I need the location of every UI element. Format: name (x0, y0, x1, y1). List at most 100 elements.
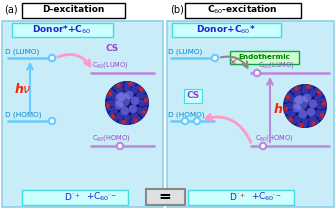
Circle shape (144, 98, 149, 103)
Circle shape (296, 122, 302, 127)
Circle shape (123, 114, 131, 122)
Circle shape (130, 82, 136, 87)
Circle shape (287, 115, 292, 120)
Circle shape (318, 92, 323, 97)
Circle shape (286, 95, 290, 99)
Circle shape (314, 110, 322, 117)
Circle shape (308, 122, 313, 127)
Circle shape (289, 117, 293, 122)
Circle shape (287, 92, 292, 97)
Circle shape (283, 84, 327, 128)
Circle shape (308, 85, 313, 90)
Circle shape (182, 118, 188, 124)
Text: $^{\cdot -}$: $^{\cdot -}$ (272, 192, 281, 202)
Circle shape (49, 118, 55, 124)
Circle shape (121, 120, 126, 124)
Circle shape (295, 96, 303, 105)
Circle shape (49, 55, 55, 61)
Text: +C$_{60}$: +C$_{60}$ (86, 191, 110, 203)
Circle shape (118, 82, 124, 87)
Circle shape (302, 84, 308, 89)
Text: C$_{60}$(LUMO): C$_{60}$(LUMO) (258, 60, 295, 70)
Circle shape (284, 107, 288, 111)
Circle shape (139, 87, 143, 92)
Circle shape (291, 88, 296, 93)
FancyBboxPatch shape (184, 2, 300, 17)
Circle shape (117, 143, 123, 149)
Circle shape (309, 99, 318, 108)
Circle shape (136, 85, 141, 90)
Text: $\times$: $\times$ (226, 57, 237, 69)
Circle shape (110, 107, 118, 114)
Text: Donor+C$_{60}$*: Donor+C$_{60}$* (196, 23, 256, 36)
FancyBboxPatch shape (187, 189, 294, 204)
Circle shape (294, 89, 301, 97)
Circle shape (309, 115, 316, 123)
Circle shape (316, 102, 324, 110)
Circle shape (294, 115, 301, 123)
Circle shape (314, 88, 319, 93)
Circle shape (288, 95, 296, 102)
Circle shape (116, 86, 123, 94)
Text: (a): (a) (4, 5, 17, 15)
Circle shape (306, 85, 310, 89)
Text: CS: CS (186, 91, 200, 101)
Circle shape (125, 91, 134, 99)
Circle shape (131, 112, 138, 120)
Circle shape (212, 55, 218, 61)
Circle shape (284, 97, 289, 103)
Text: h$\nu$: h$\nu$ (14, 82, 32, 96)
Circle shape (105, 81, 149, 125)
Circle shape (106, 103, 110, 108)
Circle shape (320, 113, 324, 117)
Circle shape (321, 109, 326, 115)
Circle shape (109, 89, 114, 94)
Text: C$_{60}$(HOMO): C$_{60}$(HOMO) (92, 133, 130, 143)
Text: $^{+}$: $^{+}$ (239, 192, 246, 202)
Circle shape (293, 104, 301, 112)
Text: CS: CS (105, 44, 118, 53)
Text: D (HOMO): D (HOMO) (168, 112, 205, 118)
Circle shape (318, 115, 323, 120)
Circle shape (110, 92, 118, 99)
Text: C$_{60}$-excitation: C$_{60}$-excitation (207, 4, 277, 16)
Circle shape (133, 118, 138, 123)
Circle shape (123, 84, 131, 92)
Circle shape (142, 110, 146, 114)
Circle shape (260, 143, 266, 149)
Circle shape (106, 106, 111, 112)
Circle shape (301, 117, 309, 125)
Circle shape (294, 86, 299, 91)
Text: C$_{60}$(LUMO): C$_{60}$(LUMO) (92, 60, 129, 70)
FancyBboxPatch shape (229, 51, 298, 63)
FancyBboxPatch shape (22, 2, 125, 17)
Circle shape (130, 119, 136, 124)
Circle shape (140, 112, 145, 117)
Circle shape (286, 102, 294, 110)
Circle shape (140, 89, 145, 94)
Circle shape (117, 93, 125, 101)
Text: D$^{\cdot}$: D$^{\cdot}$ (64, 192, 74, 202)
Circle shape (108, 99, 116, 107)
Circle shape (138, 99, 146, 107)
Circle shape (303, 93, 311, 102)
Circle shape (143, 94, 148, 100)
Circle shape (293, 95, 308, 110)
Circle shape (115, 92, 130, 107)
Circle shape (301, 87, 309, 95)
Circle shape (111, 114, 115, 119)
Circle shape (291, 119, 296, 124)
Circle shape (299, 123, 304, 127)
Text: (b): (b) (170, 5, 184, 15)
Circle shape (322, 103, 327, 109)
Circle shape (306, 107, 315, 116)
Circle shape (322, 101, 326, 105)
Circle shape (113, 85, 118, 90)
Circle shape (321, 97, 326, 103)
Circle shape (108, 92, 112, 96)
Circle shape (144, 100, 149, 106)
Circle shape (311, 121, 316, 126)
FancyBboxPatch shape (11, 23, 113, 36)
Text: $^{+}$: $^{+}$ (74, 192, 81, 202)
Circle shape (143, 106, 148, 112)
